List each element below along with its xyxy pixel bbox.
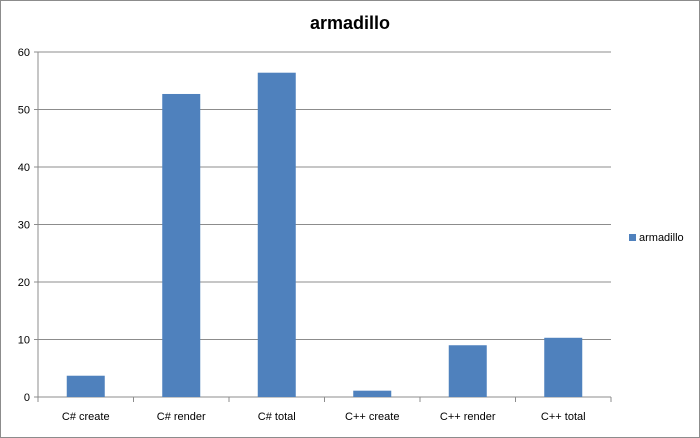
x-tick-label: C# create: [62, 411, 110, 423]
y-tick-label: 30: [18, 220, 30, 232]
bar: [353, 390, 392, 397]
x-tick-label: C# total: [258, 411, 296, 423]
y-tick-label: 10: [18, 335, 30, 347]
bar: [257, 72, 296, 397]
y-tick-label: 60: [18, 47, 30, 59]
legend-label: armadillo: [639, 232, 684, 244]
bar: [544, 337, 583, 397]
x-tick-label: C++ render: [440, 411, 496, 423]
bar: [448, 345, 487, 397]
y-tick-label: 40: [18, 162, 30, 174]
chart-title: armadillo: [309, 13, 391, 33]
y-tick-label: 50: [18, 105, 30, 117]
bar: [162, 93, 201, 397]
x-tick-label: C++ create: [345, 411, 399, 423]
x-tick-label: C# render: [157, 411, 206, 423]
legend-swatch: [629, 234, 636, 241]
y-tick-label: 0: [24, 392, 30, 404]
y-tick-label: 20: [18, 277, 30, 289]
bar: [66, 375, 105, 397]
x-tick-label: C++ total: [541, 411, 586, 423]
